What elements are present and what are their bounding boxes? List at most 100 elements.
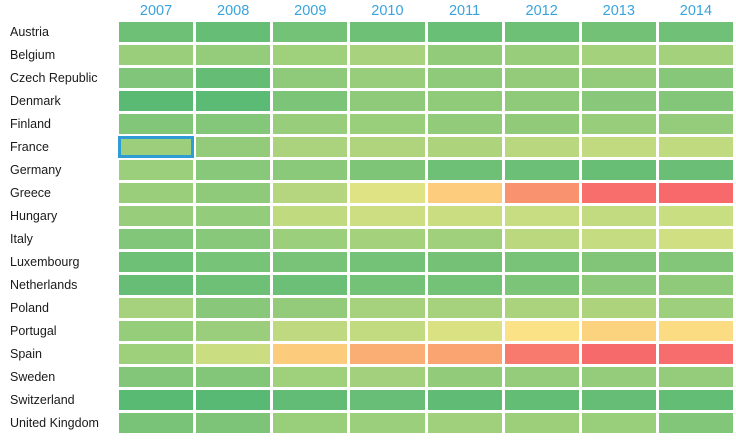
heatmap-cell-austria-2008[interactable] — [196, 22, 271, 42]
heatmap-cell-spain-2011[interactable] — [427, 344, 502, 364]
heatmap-cell-spain-2009[interactable] — [273, 344, 348, 364]
heatmap-cell-austria-2012[interactable] — [504, 22, 579, 42]
heatmap-cell-belgium-2009[interactable] — [273, 45, 348, 65]
heatmap-cell-netherlands-2010[interactable] — [350, 275, 425, 295]
heatmap-cell-switzerland-2013[interactable] — [581, 390, 656, 410]
heatmap-cell-austria-2013[interactable] — [581, 22, 656, 42]
heatmap-cell-greece-2013[interactable] — [581, 183, 656, 203]
heatmap-cell-denmark-2009[interactable] — [273, 91, 348, 111]
heatmap-cell-united-kingdom-2011[interactable] — [427, 413, 502, 433]
heatmap-cell-switzerland-2007[interactable] — [119, 390, 194, 410]
heatmap-cell-austria-2014[interactable] — [658, 22, 733, 42]
heatmap-cell-denmark-2008[interactable] — [196, 91, 271, 111]
heatmap-cell-netherlands-2013[interactable] — [581, 275, 656, 295]
heatmap-cell-france-2014[interactable] — [658, 137, 733, 157]
heatmap-cell-italy-2009[interactable] — [273, 229, 348, 249]
heatmap-cell-united-kingdom-2009[interactable] — [273, 413, 348, 433]
heatmap-cell-italy-2007[interactable] — [119, 229, 194, 249]
heatmap-cell-united-kingdom-2008[interactable] — [196, 413, 271, 433]
heatmap-cell-poland-2009[interactable] — [273, 298, 348, 318]
heatmap-cell-finland-2009[interactable] — [273, 114, 348, 134]
heatmap-cell-portugal-2014[interactable] — [658, 321, 733, 341]
heatmap-cell-czech-republic-2009[interactable] — [273, 68, 348, 88]
heatmap-cell-united-kingdom-2014[interactable] — [658, 413, 733, 433]
heatmap-cell-sweden-2013[interactable] — [581, 367, 656, 387]
heatmap-cell-germany-2007[interactable] — [119, 160, 194, 180]
heatmap-cell-greece-2011[interactable] — [427, 183, 502, 203]
heatmap-cell-switzerland-2008[interactable] — [196, 390, 271, 410]
heatmap-cell-czech-republic-2013[interactable] — [581, 68, 656, 88]
heatmap-cell-spain-2010[interactable] — [350, 344, 425, 364]
heatmap-cell-denmark-2014[interactable] — [658, 91, 733, 111]
heatmap-cell-denmark-2012[interactable] — [504, 91, 579, 111]
heatmap-cell-czech-republic-2007[interactable] — [119, 68, 194, 88]
heatmap-cell-denmark-2010[interactable] — [350, 91, 425, 111]
heatmap-cell-greece-2012[interactable] — [504, 183, 579, 203]
heatmap-cell-hungary-2013[interactable] — [581, 206, 656, 226]
heatmap-cell-spain-2008[interactable] — [196, 344, 271, 364]
heatmap-cell-spain-2007[interactable] — [119, 344, 194, 364]
heatmap-cell-poland-2012[interactable] — [504, 298, 579, 318]
heatmap-cell-belgium-2014[interactable] — [658, 45, 733, 65]
heatmap-cell-switzerland-2009[interactable] — [273, 390, 348, 410]
heatmap-cell-czech-republic-2014[interactable] — [658, 68, 733, 88]
heatmap-cell-sweden-2009[interactable] — [273, 367, 348, 387]
heatmap-cell-czech-republic-2008[interactable] — [196, 68, 271, 88]
heatmap-cell-poland-2011[interactable] — [427, 298, 502, 318]
heatmap-cell-denmark-2013[interactable] — [581, 91, 656, 111]
heatmap-cell-netherlands-2007[interactable] — [119, 275, 194, 295]
heatmap-cell-portugal-2012[interactable] — [504, 321, 579, 341]
heatmap-cell-spain-2014[interactable] — [658, 344, 733, 364]
heatmap-cell-france-2010[interactable] — [350, 137, 425, 157]
heatmap-cell-hungary-2011[interactable] — [427, 206, 502, 226]
heatmap-cell-czech-republic-2012[interactable] — [504, 68, 579, 88]
heatmap-cell-portugal-2011[interactable] — [427, 321, 502, 341]
heatmap-cell-belgium-2008[interactable] — [196, 45, 271, 65]
heatmap-cell-hungary-2009[interactable] — [273, 206, 348, 226]
heatmap-cell-luxembourg-2009[interactable] — [273, 252, 348, 272]
heatmap-cell-hungary-2007[interactable] — [119, 206, 194, 226]
heatmap-cell-greece-2009[interactable] — [273, 183, 348, 203]
heatmap-cell-portugal-2009[interactable] — [273, 321, 348, 341]
heatmap-cell-greece-2007[interactable] — [119, 183, 194, 203]
heatmap-cell-germany-2010[interactable] — [350, 160, 425, 180]
heatmap-cell-sweden-2010[interactable] — [350, 367, 425, 387]
heatmap-cell-czech-republic-2011[interactable] — [427, 68, 502, 88]
heatmap-cell-finland-2012[interactable] — [504, 114, 579, 134]
heatmap-cell-austria-2007[interactable] — [119, 22, 194, 42]
heatmap-cell-austria-2011[interactable] — [427, 22, 502, 42]
heatmap-cell-belgium-2012[interactable] — [504, 45, 579, 65]
heatmap-cell-france-2012[interactable] — [504, 137, 579, 157]
heatmap-cell-netherlands-2008[interactable] — [196, 275, 271, 295]
heatmap-cell-united-kingdom-2012[interactable] — [504, 413, 579, 433]
heatmap-cell-united-kingdom-2013[interactable] — [581, 413, 656, 433]
heatmap-cell-finland-2014[interactable] — [658, 114, 733, 134]
heatmap-cell-switzerland-2012[interactable] — [504, 390, 579, 410]
heatmap-cell-hungary-2008[interactable] — [196, 206, 271, 226]
heatmap-cell-austria-2009[interactable] — [273, 22, 348, 42]
heatmap-cell-italy-2012[interactable] — [504, 229, 579, 249]
heatmap-cell-greece-2010[interactable] — [350, 183, 425, 203]
heatmap-cell-italy-2013[interactable] — [581, 229, 656, 249]
heatmap-cell-luxembourg-2010[interactable] — [350, 252, 425, 272]
heatmap-cell-luxembourg-2008[interactable] — [196, 252, 271, 272]
heatmap-cell-belgium-2010[interactable] — [350, 45, 425, 65]
heatmap-cell-spain-2013[interactable] — [581, 344, 656, 364]
heatmap-cell-hungary-2012[interactable] — [504, 206, 579, 226]
heatmap-cell-finland-2007[interactable] — [119, 114, 194, 134]
heatmap-cell-italy-2014[interactable] — [658, 229, 733, 249]
heatmap-cell-denmark-2007[interactable] — [119, 91, 194, 111]
heatmap-cell-austria-2010[interactable] — [350, 22, 425, 42]
heatmap-cell-portugal-2007[interactable] — [119, 321, 194, 341]
heatmap-cell-france-2007[interactable] — [119, 137, 194, 157]
heatmap-cell-greece-2014[interactable] — [658, 183, 733, 203]
heatmap-cell-netherlands-2009[interactable] — [273, 275, 348, 295]
heatmap-cell-germany-2011[interactable] — [427, 160, 502, 180]
heatmap-cell-united-kingdom-2007[interactable] — [119, 413, 194, 433]
heatmap-cell-germany-2014[interactable] — [658, 160, 733, 180]
heatmap-cell-spain-2012[interactable] — [504, 344, 579, 364]
heatmap-cell-france-2009[interactable] — [273, 137, 348, 157]
heatmap-cell-netherlands-2014[interactable] — [658, 275, 733, 295]
heatmap-cell-greece-2008[interactable] — [196, 183, 271, 203]
heatmap-cell-sweden-2007[interactable] — [119, 367, 194, 387]
